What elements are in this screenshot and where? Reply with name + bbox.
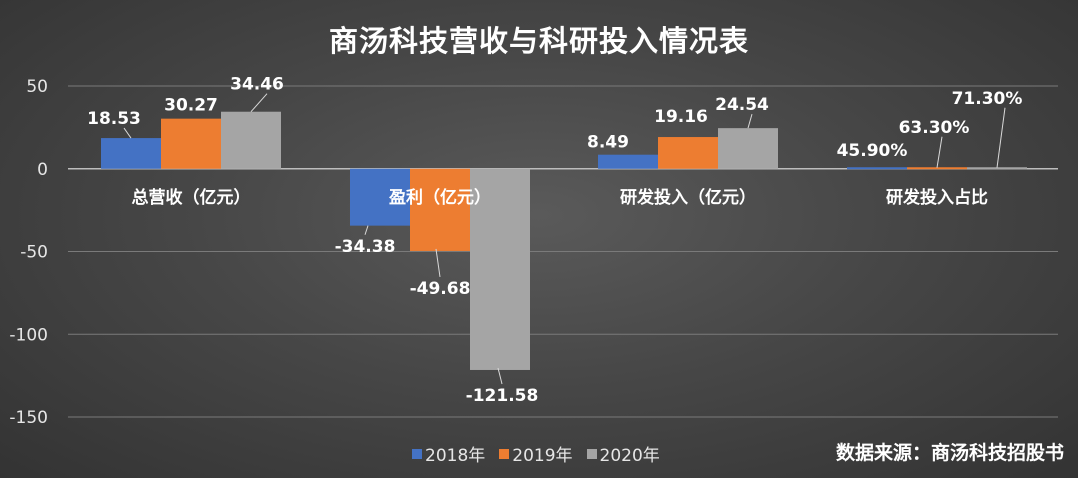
category-label: 总营收（亿元） — [132, 187, 251, 208]
source-note: 数据来源：商汤科技招股书 — [835, 442, 1064, 464]
label-leader-lines — [123, 93, 1006, 385]
legend: 2018年 2019年 2020年 — [412, 441, 660, 466]
data-labels: 18.53 30.27 34.46 -34.38 -49.68 -121.58 8.49 19… — [87, 75, 1022, 406]
leader-line — [250, 93, 268, 113]
legend-label-2018: 2018年 — [425, 446, 486, 466]
y-axis-ticks: 50 0 -50 -100 -150 — [9, 77, 48, 428]
y-tick-label: -50 — [20, 243, 48, 263]
y-tick-label: 0 — [37, 160, 48, 180]
bar — [470, 168, 530, 370]
leader-line — [497, 367, 503, 385]
leader-line — [364, 225, 369, 235]
legend-swatch-2019 — [499, 448, 510, 459]
bar — [907, 167, 967, 170]
data-label: -121.58 — [466, 386, 539, 406]
bar — [658, 137, 718, 169]
category-label: 盈利（亿元） — [388, 187, 491, 208]
data-label: 45.90% — [837, 141, 908, 161]
data-label: 24.54 — [715, 95, 769, 115]
bar — [161, 118, 221, 169]
data-label: 34.46 — [230, 75, 284, 95]
legend-label-2019: 2019年 — [512, 446, 573, 466]
data-label: -34.38 — [335, 237, 396, 257]
data-label: 71.30% — [952, 89, 1023, 109]
y-tick-label: 50 — [26, 77, 48, 97]
data-label: 19.16 — [654, 107, 708, 127]
bar — [221, 111, 281, 169]
bar — [847, 167, 907, 170]
leader-line — [996, 107, 1006, 168]
bars — [101, 111, 1027, 370]
data-label: 8.49 — [587, 133, 629, 153]
leader-line — [747, 113, 753, 129]
bar — [350, 168, 410, 226]
y-tick-label: -100 — [9, 325, 48, 345]
data-label: 63.30% — [899, 118, 970, 138]
category-label: 研发投入（亿元） — [620, 187, 756, 208]
legend-label-2020: 2020年 — [599, 446, 660, 466]
data-label: -49.68 — [410, 279, 471, 299]
category-label: 研发投入占比 — [886, 187, 988, 208]
bar — [598, 154, 658, 169]
category-labels: 总营收（亿元） 盈利（亿元） 研发投入（亿元） 研发投入占比 — [132, 187, 989, 208]
leader-line — [123, 127, 132, 139]
bar — [967, 167, 1027, 170]
legend-item-2020: 2020年 — [586, 441, 660, 466]
leader-line — [435, 248, 441, 278]
legend-swatch-2018 — [412, 448, 422, 459]
legend-swatch-2020 — [586, 448, 597, 459]
chart-title: 商汤科技营收与科研投入情况表 — [328, 24, 749, 58]
data-label: 30.27 — [164, 96, 218, 116]
bar — [101, 138, 161, 169]
bar — [410, 168, 470, 251]
y-tick-label: -150 — [9, 408, 48, 428]
leader-line — [936, 136, 943, 168]
legend-item-2019: 2019年 — [499, 441, 573, 466]
legend-item-2018: 2018年 — [412, 441, 485, 466]
bar — [718, 128, 778, 169]
data-label: 18.53 — [87, 109, 141, 129]
